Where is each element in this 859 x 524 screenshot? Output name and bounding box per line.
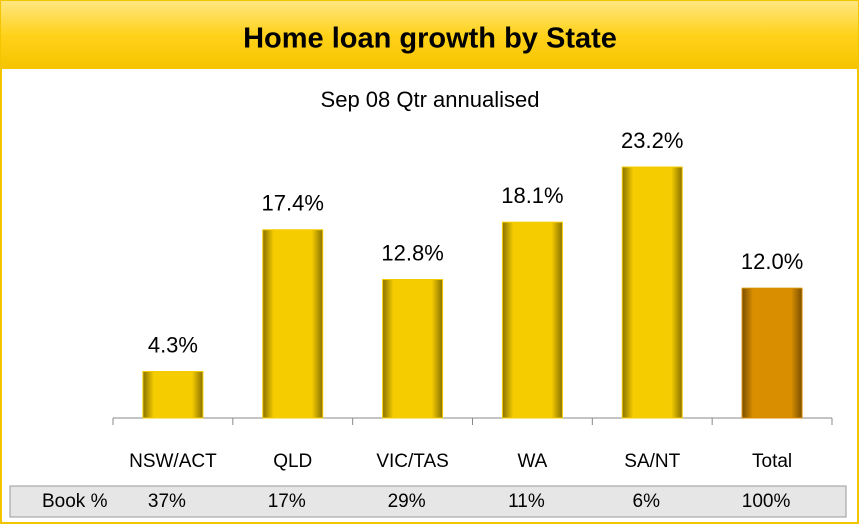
bar: [741, 287, 803, 419]
value-label: 12.0%: [741, 249, 803, 274]
bar: [262, 229, 324, 419]
bar: [621, 166, 683, 419]
value-label: 4.3%: [148, 332, 198, 357]
value-label: 12.8%: [381, 240, 443, 265]
book-row-band: [9, 485, 847, 518]
x-tick-label: QLD: [273, 451, 312, 472]
x-tick-label: NSW/ACT: [129, 451, 217, 472]
x-tick-label: SA/NT: [624, 451, 680, 472]
book-cell: 37%: [148, 491, 186, 512]
book-cell: 29%: [388, 491, 426, 512]
book-cell: 11%: [508, 491, 545, 512]
book-cell: 17%: [268, 491, 306, 512]
value-label: 18.1%: [501, 183, 563, 208]
x-tick-label: WA: [517, 451, 547, 472]
chart-title: Home loan growth by State: [243, 23, 617, 55]
value-label: 23.2%: [621, 128, 683, 153]
book-row-label: Book %: [42, 491, 108, 512]
book-cell: 100%: [742, 491, 791, 512]
x-tick-label: VIC/TAS: [376, 451, 449, 472]
value-label: 17.4%: [262, 191, 324, 216]
chart-subtitle: Sep 08 Qtr annualised: [321, 87, 540, 112]
book-cell: 6%: [633, 491, 661, 512]
x-tick-label: Total: [752, 451, 792, 472]
title-band: [1, 1, 858, 69]
bar: [382, 279, 444, 419]
bar: [501, 221, 563, 419]
bar: [142, 370, 204, 419]
